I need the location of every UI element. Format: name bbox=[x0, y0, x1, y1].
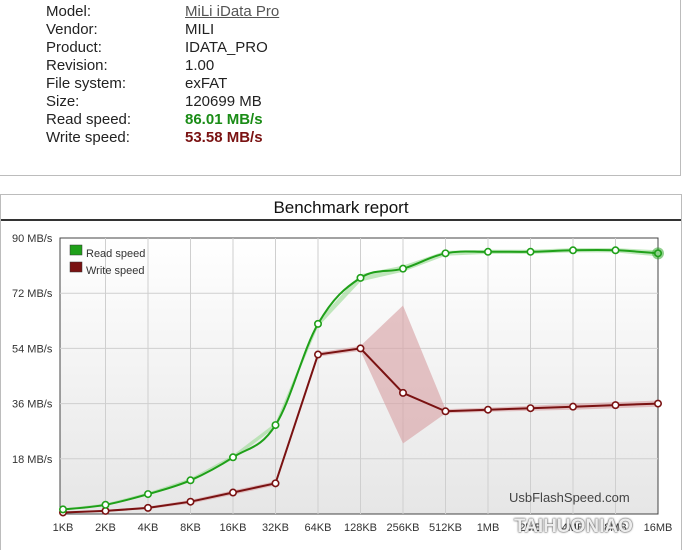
x-tick-label: 2MB bbox=[519, 522, 542, 534]
read-speed-point bbox=[229, 453, 238, 462]
y-tick-label: 18 MB/s bbox=[12, 454, 53, 466]
write-speed-point bbox=[483, 405, 492, 414]
device-info-panel bbox=[0, 0, 681, 176]
info-label: Revision: bbox=[46, 57, 108, 74]
write-speed-point bbox=[611, 401, 620, 410]
x-tick-label: 1MB bbox=[477, 522, 500, 534]
info-value: IDATA_PRO bbox=[185, 39, 268, 56]
read-speed-point bbox=[526, 247, 535, 256]
info-label: Model: bbox=[46, 3, 92, 20]
info-label: Vendor: bbox=[46, 21, 98, 38]
chart-watermark: UsbFlashSpeed.com bbox=[509, 490, 630, 505]
x-tick-label: 256KB bbox=[386, 522, 419, 534]
x-tick-label: 16KB bbox=[220, 522, 247, 534]
benchmark-title: Benchmark report bbox=[1, 195, 681, 221]
x-tick-label: 128KB bbox=[344, 522, 377, 534]
info-label: Size: bbox=[46, 93, 80, 110]
y-tick-label: 36 MB/s bbox=[12, 399, 53, 411]
write-speed-point bbox=[271, 479, 280, 488]
info-value: 86.01 MB/s bbox=[185, 111, 263, 128]
legend-label-read: Read speed bbox=[86, 248, 145, 260]
y-tick-label: 90 MB/s bbox=[12, 233, 53, 245]
x-tick-label: 32KB bbox=[262, 522, 289, 534]
read-speed-highlight bbox=[652, 247, 664, 260]
write-speed-point bbox=[313, 350, 322, 359]
x-tick-label: 4KB bbox=[138, 522, 159, 534]
info-value: 53.58 MB/s bbox=[185, 129, 263, 146]
info-value: MILI bbox=[185, 21, 215, 38]
x-tick-label: 64KB bbox=[305, 522, 332, 534]
write-speed-point bbox=[653, 399, 662, 408]
info-value: 1.00 bbox=[185, 57, 215, 74]
legend-swatch-read bbox=[69, 244, 83, 256]
info-label: Read speed: bbox=[46, 111, 132, 128]
x-tick-label: 1KB bbox=[53, 522, 74, 534]
read-speed-point bbox=[356, 273, 365, 282]
plot-area bbox=[59, 237, 659, 515]
info-value[interactable]: MiLi iData Pro bbox=[185, 3, 280, 20]
read-speed-point bbox=[611, 246, 620, 255]
write-speed-point bbox=[186, 497, 195, 506]
read-speed-point bbox=[58, 505, 67, 514]
read-speed-point bbox=[144, 490, 153, 499]
write-speed-point bbox=[568, 402, 577, 411]
x-tick-label: 8MB bbox=[604, 522, 627, 534]
read-speed-point bbox=[483, 247, 492, 256]
write-speed-point bbox=[144, 503, 153, 512]
info-label: Product: bbox=[46, 39, 102, 56]
read-speed-line bbox=[62, 248, 659, 511]
read-speed-point bbox=[568, 246, 577, 255]
read-speed-point bbox=[186, 476, 195, 485]
x-tick-label: 512KB bbox=[429, 522, 462, 534]
info-label: File system: bbox=[46, 75, 127, 92]
y-tick-label: 72 MB/s bbox=[12, 288, 53, 300]
legend-label-write: Write speed bbox=[86, 265, 145, 277]
x-tick-label: 4MB bbox=[562, 522, 585, 534]
write-speed-point bbox=[526, 404, 535, 413]
write-speed-point bbox=[398, 388, 407, 397]
write-speed-point bbox=[356, 344, 365, 353]
x-tick-label: 16MB bbox=[644, 522, 673, 534]
x-tick-label: 8KB bbox=[180, 522, 201, 534]
info-value: 120699 MB bbox=[185, 93, 262, 110]
read-speed-point bbox=[398, 264, 407, 273]
read-speed-point bbox=[101, 500, 110, 509]
overlay-watermark: TAIHUONIAO bbox=[514, 516, 633, 537]
write-speed-point bbox=[441, 407, 450, 416]
info-label: Write speed: bbox=[46, 129, 130, 146]
info-value: exFAT bbox=[185, 75, 228, 92]
y-tick-label: 54 MB/s bbox=[12, 343, 53, 355]
read-speed-point bbox=[441, 249, 450, 258]
read-speed-point bbox=[313, 319, 322, 328]
legend-swatch-write bbox=[69, 261, 83, 273]
write-speed-point bbox=[229, 488, 238, 497]
x-tick-label: 2KB bbox=[95, 522, 116, 534]
read-speed-point bbox=[271, 421, 280, 430]
